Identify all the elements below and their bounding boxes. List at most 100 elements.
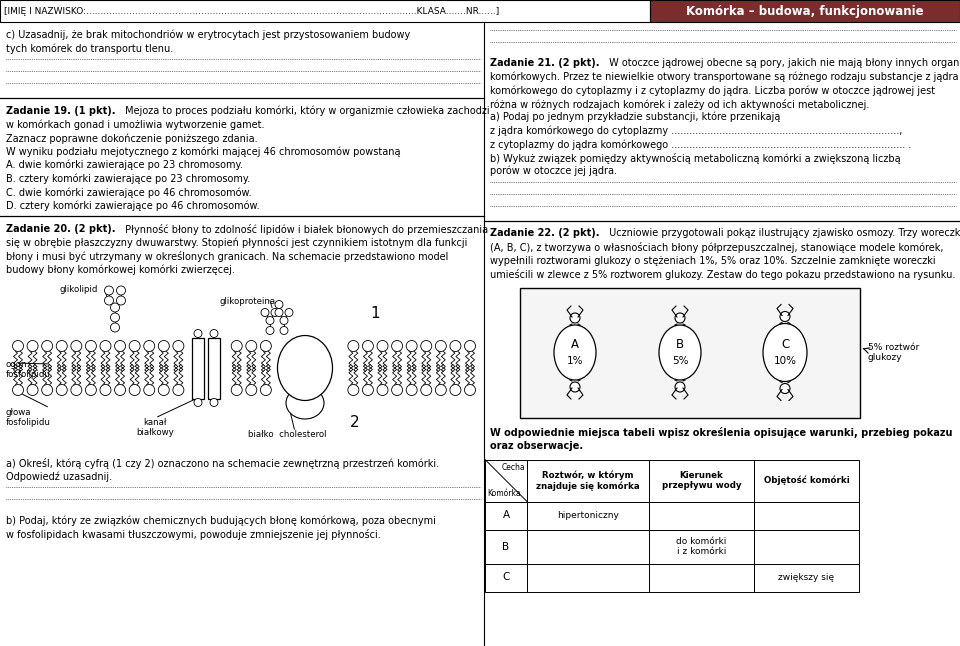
Circle shape: [114, 340, 126, 351]
Ellipse shape: [286, 387, 324, 419]
Bar: [650, 0, 960, 22]
Text: D. cztery komórki zawierające po 46 chromosomów.: D. cztery komórki zawierające po 46 chro…: [6, 200, 259, 211]
Circle shape: [27, 384, 38, 395]
Text: budowy błony komórkowej komórki zwierzęcej.: budowy błony komórkowej komórki zwierzęc…: [6, 264, 235, 275]
Text: białko  cholesterol: białko cholesterol: [248, 430, 326, 439]
Circle shape: [130, 384, 140, 395]
Circle shape: [210, 329, 218, 337]
Circle shape: [420, 340, 432, 351]
Text: 2: 2: [350, 415, 360, 430]
Bar: [649, 530, 754, 563]
Text: kanał
białkowy: kanał białkowy: [136, 418, 174, 437]
Circle shape: [41, 384, 53, 395]
Text: Komórka – budowa, funkcjonowanie: Komórka – budowa, funkcjonowanie: [686, 5, 924, 17]
Text: 5% roztwór
glukozy: 5% roztwór glukozy: [868, 342, 920, 362]
Circle shape: [271, 309, 279, 317]
Text: b) Wykuż związek pomiędzy aktywnością metaboliczną komórki a zwiększoną liczbą: b) Wykuż związek pomiędzy aktywnością me…: [490, 152, 900, 163]
Text: 1%: 1%: [566, 355, 584, 366]
Circle shape: [105, 296, 113, 305]
Circle shape: [12, 384, 23, 395]
Text: komórkowego do cytoplazmy i z cytoplazmy do jądra. Liczba porów w otoczce jądrow: komórkowego do cytoplazmy i z cytoplazmy…: [490, 85, 935, 96]
Text: porów w otoczce jej jądra.: porów w otoczce jej jądra.: [490, 166, 617, 176]
Circle shape: [435, 340, 446, 351]
Bar: [527, 530, 649, 563]
Circle shape: [363, 384, 373, 395]
Text: w komórkach gonad i umożliwia wytworzenie gamet.: w komórkach gonad i umożliwia wytworzeni…: [6, 120, 265, 130]
Text: głowa
fosfolipidu: głowa fosfolipidu: [6, 408, 51, 428]
Circle shape: [158, 340, 169, 351]
Circle shape: [105, 286, 113, 295]
Circle shape: [465, 384, 475, 395]
Text: Kierunek
przepływu wody: Kierunek przepływu wody: [661, 471, 741, 490]
Circle shape: [435, 384, 446, 395]
Text: 5%: 5%: [672, 355, 688, 366]
Text: Zaznacz poprawne dokończenie poniższego zdania.: Zaznacz poprawne dokończenie poniższego …: [6, 133, 257, 143]
Text: W wyniku podziału mejotycznego z komórki mającej 46 chromosomów powstaną: W wyniku podziału mejotycznego z komórki…: [6, 147, 400, 157]
Ellipse shape: [659, 325, 701, 380]
Ellipse shape: [554, 325, 596, 380]
Ellipse shape: [570, 382, 580, 392]
Text: W otoczce jądrowej obecne są pory, jakich nie mają błony innych organelli: W otoczce jądrowej obecne są pory, jakic…: [606, 58, 960, 68]
Text: glikoproteina: glikoproteina: [220, 298, 276, 306]
Circle shape: [114, 384, 126, 395]
Circle shape: [260, 384, 272, 395]
Circle shape: [392, 340, 402, 351]
Circle shape: [406, 384, 418, 395]
Bar: [208, 337, 220, 399]
Text: B: B: [676, 338, 684, 351]
Circle shape: [194, 329, 202, 337]
Bar: [649, 563, 754, 592]
Text: a) Podaj po jednym przykładzie substancji, które przenikają: a) Podaj po jednym przykładzie substancj…: [490, 112, 780, 123]
Circle shape: [173, 340, 184, 351]
Bar: [485, 501, 527, 530]
Text: oraz obserwacje.: oraz obserwacje.: [490, 441, 583, 451]
Circle shape: [450, 340, 461, 351]
Circle shape: [144, 384, 155, 395]
Circle shape: [348, 384, 359, 395]
Text: C. dwie komórki zawierające po 46 chromosomów.: C. dwie komórki zawierające po 46 chromo…: [6, 187, 252, 198]
Text: wypełnili roztworami glukozy o stężeniach 1%, 5% oraz 10%. Szczelnie zamknięte w: wypełnili roztworami glukozy o stężeniac…: [490, 256, 936, 266]
Circle shape: [85, 384, 96, 395]
Circle shape: [100, 384, 111, 395]
Bar: [527, 501, 649, 530]
Text: 1: 1: [370, 306, 379, 321]
Circle shape: [280, 326, 288, 335]
Text: Mejoza to proces podziału komórki, który w organizmie człowieka zachodzi: Mejoza to proces podziału komórki, który…: [122, 106, 490, 116]
Text: a) Określ, którą cyfrą (1 czy 2) oznaczono na schemacie zewnętrzną przestrzeń ko: a) Określ, którą cyfrą (1 czy 2) oznaczo…: [6, 458, 439, 469]
Circle shape: [275, 300, 283, 309]
Text: zwiększy się: zwiększy się: [779, 573, 834, 582]
Text: do komórki
i z komórki: do komórki i z komórki: [676, 537, 727, 556]
Circle shape: [348, 340, 359, 351]
Text: (A, B, C), z tworzywa o własnościach błony półprzepuszczalnej, stanowiące modele: (A, B, C), z tworzywa o własnościach bło…: [490, 242, 944, 253]
Text: C: C: [502, 572, 510, 583]
Text: c) Uzasadnij, że brak mitochondriów w erytrocytach jest przystosowaniem budowy: c) Uzasadnij, że brak mitochondriów w er…: [6, 30, 410, 41]
Circle shape: [377, 384, 388, 395]
Text: Cecha: Cecha: [501, 463, 525, 472]
Circle shape: [41, 340, 53, 351]
Circle shape: [158, 384, 169, 395]
Circle shape: [27, 340, 38, 351]
Circle shape: [130, 340, 140, 351]
Circle shape: [110, 303, 119, 312]
Bar: [520, 287, 860, 417]
Circle shape: [144, 340, 155, 351]
Bar: [754, 563, 859, 592]
Bar: [527, 459, 649, 501]
Circle shape: [210, 399, 218, 406]
Text: hipertoniczny: hipertoniczny: [557, 511, 619, 520]
Circle shape: [110, 323, 119, 332]
Circle shape: [261, 309, 269, 317]
Text: B. cztery komórki zawierające po 23 chromosomy.: B. cztery komórki zawierające po 23 chro…: [6, 174, 251, 184]
Text: Odpowiedź uzasadnij.: Odpowiedź uzasadnij.: [6, 472, 112, 482]
Bar: [485, 530, 527, 563]
Text: Objętość komórki: Objętość komórki: [763, 475, 850, 485]
Text: Komórka: Komórka: [487, 490, 520, 499]
Text: [IMIĘ I NAZWISKO:...............................................................: [IMIĘ I NAZWISKO:.......................…: [4, 6, 499, 16]
Text: C: C: [780, 338, 789, 351]
Ellipse shape: [763, 324, 807, 382]
Text: A. dwie komórki zawierające po 23 chromosomy.: A. dwie komórki zawierające po 23 chromo…: [6, 160, 243, 171]
Text: B: B: [502, 541, 510, 552]
Circle shape: [420, 384, 432, 395]
Circle shape: [280, 317, 288, 324]
Circle shape: [266, 317, 274, 324]
